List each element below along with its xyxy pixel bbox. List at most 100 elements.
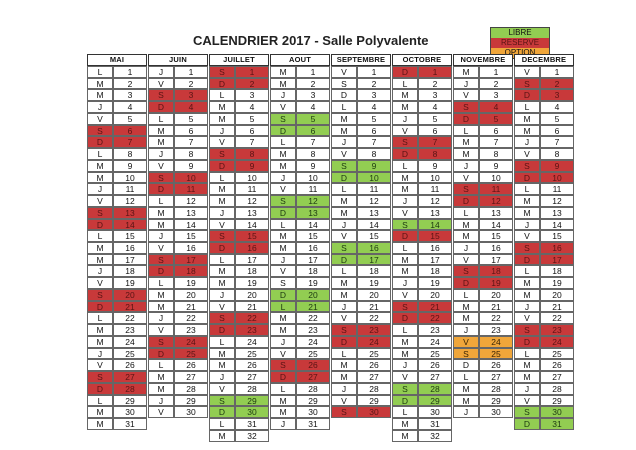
day-row[interactable]: M 10 bbox=[392, 171, 452, 184]
day-row[interactable]: M 29 bbox=[270, 394, 330, 407]
day-row[interactable]: J 25 bbox=[87, 347, 147, 360]
day-row[interactable]: M 21 bbox=[453, 300, 513, 313]
day-row[interactable]: S 21 bbox=[392, 300, 452, 313]
day-row[interactable]: V 22 bbox=[331, 312, 391, 325]
day-row[interactable]: V 24 bbox=[453, 335, 513, 348]
day-row[interactable]: D 17 bbox=[514, 253, 574, 266]
day-row[interactable]: M 24 bbox=[87, 335, 147, 348]
day-row[interactable]: D 19 bbox=[453, 277, 513, 289]
day-row[interactable]: D 24 bbox=[514, 335, 574, 348]
day-row[interactable]: V 20 bbox=[392, 288, 452, 301]
day-row[interactable]: D 15 bbox=[392, 230, 452, 243]
day-row[interactable]: J 19 bbox=[392, 277, 452, 289]
day-row[interactable]: J 20 bbox=[209, 288, 269, 301]
day-row[interactable]: S 28 bbox=[392, 382, 452, 395]
day-row[interactable]: S 22 bbox=[209, 312, 269, 325]
day-row[interactable]: M 20 bbox=[331, 288, 391, 301]
day-row[interactable]: V 22 bbox=[514, 312, 574, 325]
day-row[interactable]: M 30 bbox=[270, 406, 330, 419]
day-row[interactable]: M 32 bbox=[392, 429, 452, 442]
day-row[interactable]: L 13 bbox=[453, 206, 513, 219]
day-row[interactable]: V 21 bbox=[209, 300, 269, 313]
day-row[interactable]: M 15 bbox=[270, 230, 330, 243]
day-row[interactable]: V 28 bbox=[209, 382, 269, 395]
day-row[interactable]: M 16 bbox=[270, 242, 330, 254]
day-row[interactable]: V 19 bbox=[87, 277, 147, 289]
day-row[interactable]: S 27 bbox=[87, 371, 147, 383]
day-row[interactable]: L 29 bbox=[87, 394, 147, 407]
day-row[interactable]: D 31 bbox=[514, 418, 574, 430]
day-row[interactable]: J 10 bbox=[270, 171, 330, 184]
day-row[interactable]: S 29 bbox=[209, 394, 269, 407]
day-row[interactable]: L 25 bbox=[331, 347, 391, 360]
day-row[interactable]: L 18 bbox=[331, 265, 391, 278]
day-row[interactable]: M 26 bbox=[331, 359, 391, 372]
day-row[interactable]: M 10 bbox=[87, 171, 147, 184]
day-row[interactable]: S 16 bbox=[331, 242, 391, 254]
day-row[interactable]: S 17 bbox=[148, 253, 208, 266]
day-row[interactable]: V 10 bbox=[453, 171, 513, 184]
day-row[interactable]: L 20 bbox=[453, 288, 513, 301]
day-row[interactable]: M 23 bbox=[87, 324, 147, 336]
day-row[interactable]: D 13 bbox=[270, 206, 330, 219]
day-row[interactable]: S 13 bbox=[87, 206, 147, 219]
day-row[interactable]: M 22 bbox=[270, 312, 330, 325]
day-row[interactable]: M 31 bbox=[392, 418, 452, 430]
day-row[interactable]: M 32 bbox=[209, 429, 269, 442]
day-row[interactable]: L 26 bbox=[148, 359, 208, 372]
day-row[interactable]: D 27 bbox=[270, 371, 330, 383]
day-row[interactable]: V 29 bbox=[331, 394, 391, 407]
day-row[interactable]: S 30 bbox=[514, 406, 574, 419]
day-row[interactable]: V 12 bbox=[87, 195, 147, 207]
day-row[interactable]: J 30 bbox=[453, 406, 513, 419]
day-row[interactable]: M 13 bbox=[331, 206, 391, 219]
day-row[interactable]: S 25 bbox=[453, 347, 513, 360]
day-row[interactable]: D 29 bbox=[392, 394, 452, 407]
day-row[interactable]: J 24 bbox=[270, 335, 330, 348]
day-row[interactable]: V 17 bbox=[453, 253, 513, 266]
day-row[interactable]: M 30 bbox=[87, 406, 147, 419]
day-row[interactable]: D 25 bbox=[148, 347, 208, 360]
day-row[interactable]: M 24 bbox=[392, 335, 452, 348]
day-row[interactable]: L 18 bbox=[514, 265, 574, 278]
day-row[interactable]: J 21 bbox=[331, 300, 391, 313]
day-row[interactable]: S 20 bbox=[87, 288, 147, 301]
day-row[interactable]: V 18 bbox=[270, 265, 330, 278]
day-row[interactable]: D 16 bbox=[209, 242, 269, 254]
day-row[interactable]: S 18 bbox=[453, 265, 513, 278]
day-row[interactable]: D 30 bbox=[209, 406, 269, 419]
day-row[interactable]: S 11 bbox=[453, 183, 513, 196]
day-row[interactable]: M 27 bbox=[331, 371, 391, 383]
